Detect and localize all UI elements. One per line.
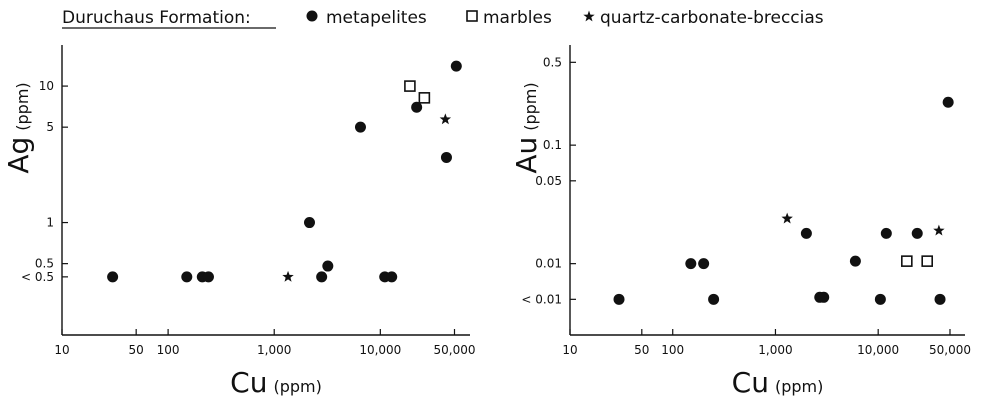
x-axis-label-unit: (ppm)	[775, 377, 823, 396]
y-tick-label: 0.5	[35, 257, 54, 271]
legend-marbles-marker	[466, 10, 478, 22]
data-point-metapelites	[698, 258, 710, 270]
y-axis-label: Ag (ppm)	[2, 82, 35, 173]
data-point-metapelites	[303, 217, 315, 229]
y-tick-label: < 0.5	[21, 270, 54, 284]
data-point-metapelites	[386, 271, 398, 283]
x-tick-label: 10	[54, 343, 69, 357]
y-tick-label: 1	[46, 216, 54, 230]
data-point-metapelites	[800, 227, 812, 239]
x-tick-label: 100	[661, 343, 684, 357]
x-tick-label: 50,000	[433, 343, 475, 357]
data-point-breccias	[933, 224, 945, 236]
x-tick-label: 1,000	[257, 343, 291, 357]
data-point-marbles	[921, 255, 933, 267]
data-point-breccias	[439, 113, 452, 125]
x-axis-label-main: Cu	[230, 366, 267, 399]
data-point-metapelites	[942, 96, 954, 108]
x-axis-label-unit: (ppm)	[273, 377, 321, 396]
x-tick-label: 50,000	[929, 343, 971, 357]
y-axis-label-unit: (ppm)	[13, 82, 32, 130]
data-point-metapelites	[322, 260, 334, 272]
legend-breccias-label: quartz-carbonate-breccias	[600, 8, 824, 28]
x-axis-label-main: Cu	[732, 366, 769, 399]
data-point-metapelites	[934, 293, 946, 305]
data-point-metapelites	[316, 271, 328, 283]
y-tick-label: 0.1	[543, 138, 562, 152]
legend: Duruchaus Formation: metapelites marbles…	[62, 8, 824, 29]
data-point-metapelites	[818, 291, 830, 303]
data-point-metapelites	[613, 293, 625, 305]
y-tick-label: 0.01	[535, 257, 562, 271]
data-point-metapelites	[354, 121, 366, 133]
legend-breccias-marker	[583, 10, 595, 22]
data-point-metapelites	[849, 255, 861, 267]
data-point-marbles	[404, 80, 416, 92]
x-tick-label: 100	[157, 343, 180, 357]
x-axis-label: Cu (ppm)	[732, 366, 824, 399]
data-point-breccias	[781, 212, 793, 224]
data-point-metapelites	[708, 293, 720, 305]
y-tick-label: < 0.01	[521, 292, 562, 306]
x-axis-label: Cu (ppm)	[230, 366, 322, 399]
legend-marbles-label: marbles	[483, 8, 552, 28]
data-point-metapelites	[874, 293, 886, 305]
legend-title: Duruchaus Formation:	[62, 8, 251, 28]
data-point-breccias	[282, 270, 294, 282]
y-axis-label-unit: (ppm)	[521, 82, 540, 130]
data-point-metapelites	[202, 271, 214, 283]
y-tick-label: 10	[39, 79, 54, 93]
data-point-metapelites	[107, 271, 119, 283]
data-point-metapelites	[685, 258, 697, 270]
x-tick-label: 50	[129, 343, 144, 357]
data-point-marbles	[418, 92, 431, 104]
y-tick-label: 0.5	[543, 55, 562, 69]
legend-metapelites-label: metapelites	[326, 8, 427, 28]
panel-ag-vs-cu: 10 50 100 1,000 10,000 50,000 < 0.50.5 1 5 10 Cu (p…	[2, 45, 475, 399]
x-tick-label: 50	[634, 343, 649, 357]
x-tick-label: 10	[562, 343, 577, 357]
data-point-metapelites	[911, 227, 923, 239]
x-tick-label: 10,000	[857, 343, 899, 357]
data-point-marbles	[901, 255, 913, 267]
data-point-metapelites	[181, 271, 193, 283]
x-tick-label: 10,000	[359, 343, 401, 357]
data-point-metapelites	[450, 60, 462, 72]
data-point-metapelites	[411, 101, 423, 113]
panel-au-vs-cu: 10 50 100 1,000 10,000 50,000 < 0.01 0.01 0.05 0.…	[510, 45, 971, 399]
legend-metapelites-marker	[306, 10, 318, 22]
y-axis-label-main: Ag	[2, 137, 35, 174]
x-tick-label: 1,000	[758, 343, 792, 357]
data-point-metapelites	[880, 227, 892, 239]
data-point-metapelites	[440, 151, 452, 163]
y-tick-label: 5	[46, 120, 54, 134]
y-tick-label: 0.05	[535, 174, 562, 188]
y-axis-label: Au (ppm)	[510, 82, 543, 173]
y-axis-label-main: Au	[510, 137, 543, 174]
